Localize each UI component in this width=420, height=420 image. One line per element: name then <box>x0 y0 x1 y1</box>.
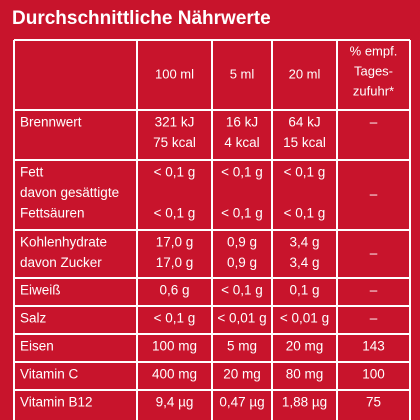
cell: < 0,1 g <box>284 206 326 221</box>
cell: 16 kJ <box>226 115 258 130</box>
cell: 5 mg <box>227 339 257 354</box>
row-label: davon Zucker <box>20 255 102 270</box>
cell: 100 mg <box>152 339 197 354</box>
cell: 143 <box>362 339 385 354</box>
cell: 4 kcal <box>224 135 259 150</box>
cell: 0,9 g <box>227 255 257 270</box>
header-cell: 100 ml <box>155 66 194 81</box>
cell: – <box>370 187 378 202</box>
row-label: Vitamin C <box>20 367 79 382</box>
cell: 100 <box>362 367 385 382</box>
cell: < 0,1 g <box>154 165 196 180</box>
cell: < 0,1 g <box>154 311 196 326</box>
row-label: Eiweiß <box>20 283 61 298</box>
cell: – <box>370 311 378 326</box>
cell: < 0,1 g <box>284 165 326 180</box>
cell: 9,4 µg <box>156 395 194 410</box>
header-cell: 20 ml <box>289 66 321 81</box>
cell: < 0,1 g <box>154 206 196 221</box>
cell: – <box>370 283 378 298</box>
cell: < 0,1 g <box>221 283 263 298</box>
header-cell: zufuhr* <box>353 83 394 98</box>
cell: – <box>370 115 378 130</box>
row-label: Brennwert <box>20 115 82 130</box>
cell: 20 mg <box>286 339 324 354</box>
cell: 64 kJ <box>288 115 320 130</box>
cell: 400 mg <box>152 367 197 382</box>
row-label: Fettsäuren <box>20 206 85 221</box>
title: Durchschnittliche Nährwerte <box>12 8 271 29</box>
cell: < 0,01 g <box>217 311 266 326</box>
row-label: Salz <box>20 311 47 326</box>
cell: 321 kJ <box>155 115 195 130</box>
row-label: Kohlenhydrate <box>20 235 107 250</box>
cell: 0,1 g <box>289 283 319 298</box>
cell: 80 mg <box>286 367 324 382</box>
cell: < 0,1 g <box>221 165 263 180</box>
cell: 20 mg <box>223 367 261 382</box>
row-label: Eisen <box>20 339 54 354</box>
cell: – <box>370 246 378 261</box>
cell: 3,4 g <box>289 235 319 250</box>
header-cell: Tages- <box>354 63 393 78</box>
cell: 75 <box>366 395 381 410</box>
cell: < 0,01 g <box>280 311 329 326</box>
cell: 1,88 µg <box>282 395 327 410</box>
cell: 0,9 g <box>227 235 257 250</box>
cell: 15 kcal <box>283 135 326 150</box>
cell: 17,0 g <box>156 255 194 270</box>
cell: 0,6 g <box>159 283 189 298</box>
header-cell: 5 ml <box>230 66 255 81</box>
cell: 3,4 g <box>289 255 319 270</box>
row-label: Vitamin B12 <box>20 395 93 410</box>
row-label: Fett <box>20 165 44 180</box>
cell: 75 kcal <box>153 135 196 150</box>
cell: < 0,1 g <box>221 206 263 221</box>
cell: 17,0 g <box>156 235 194 250</box>
row-label: davon gesättigte <box>20 185 119 200</box>
header-cell: % empf. <box>350 43 398 58</box>
cell: 0,47 µg <box>219 395 264 410</box>
